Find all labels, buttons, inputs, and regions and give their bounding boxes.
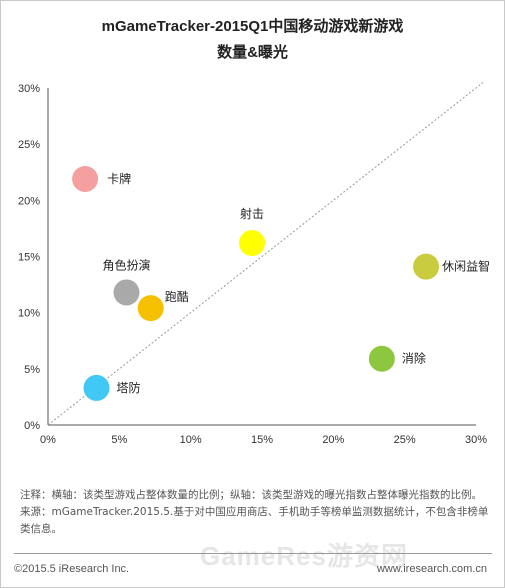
- x-tick-label: 25%: [394, 434, 416, 446]
- data-point-label: 休闲益智: [442, 259, 490, 274]
- data-point: [72, 165, 99, 192]
- diagonal-reference-line: [47, 81, 484, 426]
- scatter-chart: 0%0% 5% 5% 10% 10% 15% 15% 20% 20% 25% 25% 30% 30% 卡牌…: [18, 81, 490, 446]
- chart-title-line2: 数量&曝光: [217, 44, 288, 61]
- data-point-label: 角色扮演: [102, 257, 150, 272]
- y-tick-label: 20%: [18, 195, 40, 207]
- data-point: [368, 345, 395, 372]
- data-point: [83, 374, 110, 401]
- y-tick-label: 30%: [18, 83, 40, 95]
- y-tick-label: 10%: [18, 308, 40, 320]
- chart-title-line1: mGameTracker-2015Q1中国移动游戏新游戏: [101, 18, 404, 35]
- data-point: [239, 230, 266, 257]
- watermark-logo: GameRes游资网: [200, 541, 408, 571]
- data-point-label: 消除: [402, 351, 426, 366]
- note-axis-definition: 注释：横轴：该类型游戏占整体数量的比例；纵轴：该类型游戏的曝光指数占整体曝光指数…: [20, 489, 482, 501]
- data-point: [413, 253, 440, 280]
- data-point-label: 跑酷: [165, 290, 189, 304]
- x-tick-label: 30%: [465, 434, 487, 446]
- x-tick-label: 20%: [322, 434, 344, 446]
- data-point-label: 塔防: [117, 380, 141, 395]
- x-tick-label: 15%: [251, 434, 273, 446]
- chart-notes: 注释：横轴：该类型游戏占整体数量的比例；纵轴：该类型游戏的曝光指数占整体曝光指数…: [20, 487, 490, 538]
- footer-website: www.iresearch.com.cn: [376, 563, 487, 575]
- x-tick-label: 0%: [40, 434, 56, 446]
- data-point-label: 卡牌: [107, 172, 131, 186]
- data-point-label: 射击: [240, 206, 264, 221]
- y-tick-label: 0%: [24, 420, 40, 432]
- x-tick-label: 5%: [111, 434, 127, 446]
- data-point: [113, 279, 140, 306]
- note-source: 来源：mGameTracker.2015.5.基于对中国应用商店、手机助手等榜单…: [20, 506, 489, 535]
- x-tick-label: 10%: [180, 434, 202, 446]
- y-tick-label: 15%: [18, 252, 40, 264]
- footer-copyright: ©2015.5 iResearch Inc.: [14, 563, 130, 575]
- footer-divider: [14, 553, 492, 554]
- chart-title: mGameTracker-2015Q1中国移动游戏新游戏 数量&曝光: [0, 14, 505, 66]
- y-tick-label: 25%: [18, 139, 40, 151]
- y-tick-label: 5%: [24, 364, 40, 376]
- data-point: [137, 295, 164, 322]
